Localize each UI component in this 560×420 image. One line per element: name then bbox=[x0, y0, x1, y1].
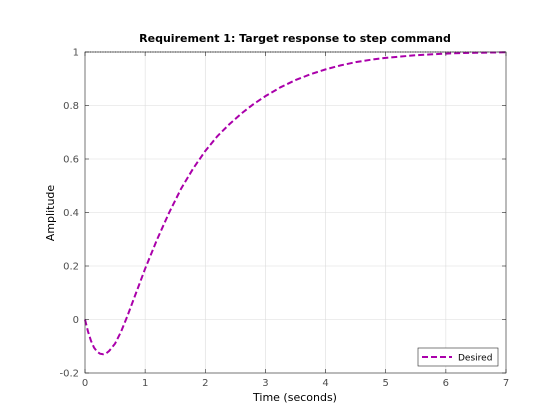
x-tick-label: 2 bbox=[202, 378, 208, 389]
x-tick-label: 3 bbox=[262, 378, 268, 389]
x-tick-labels: 0 1 2 3 4 5 6 7 bbox=[82, 378, 509, 389]
chart-title: Requirement 1: Target response to step c… bbox=[139, 32, 451, 45]
y-tick-label: 1 bbox=[73, 48, 79, 59]
series-group bbox=[84, 51, 507, 356]
x-tick-label: 0 bbox=[82, 378, 88, 389]
y-tick-label: -0.2 bbox=[59, 369, 79, 380]
y-tick-labels: -0.2 0 0.2 0.4 0.6 0.8 1 bbox=[59, 48, 79, 380]
x-tick-label: 5 bbox=[383, 378, 389, 389]
y-tick-label: 0.6 bbox=[63, 155, 79, 166]
x-axis-label: Time (seconds) bbox=[252, 391, 337, 404]
tick-marks bbox=[84, 51, 507, 374]
legend-label-desired: Desired bbox=[458, 354, 492, 364]
y-tick-label: 0.8 bbox=[63, 101, 79, 112]
legend: Desired bbox=[417, 347, 499, 367]
x-tick-label: 4 bbox=[322, 378, 328, 389]
series-line-desired bbox=[84, 51, 507, 356]
x-tick-label: 7 bbox=[503, 378, 509, 389]
x-tick-label: 1 bbox=[142, 378, 148, 389]
y-tick-label: 0.2 bbox=[63, 262, 79, 273]
legend-box bbox=[417, 347, 499, 367]
y-axis-label: Amplitude bbox=[44, 185, 57, 242]
y-tick-label: 0 bbox=[73, 315, 79, 326]
x-tick-label: 6 bbox=[443, 378, 449, 389]
y-tick-label: 0.4 bbox=[63, 208, 79, 219]
